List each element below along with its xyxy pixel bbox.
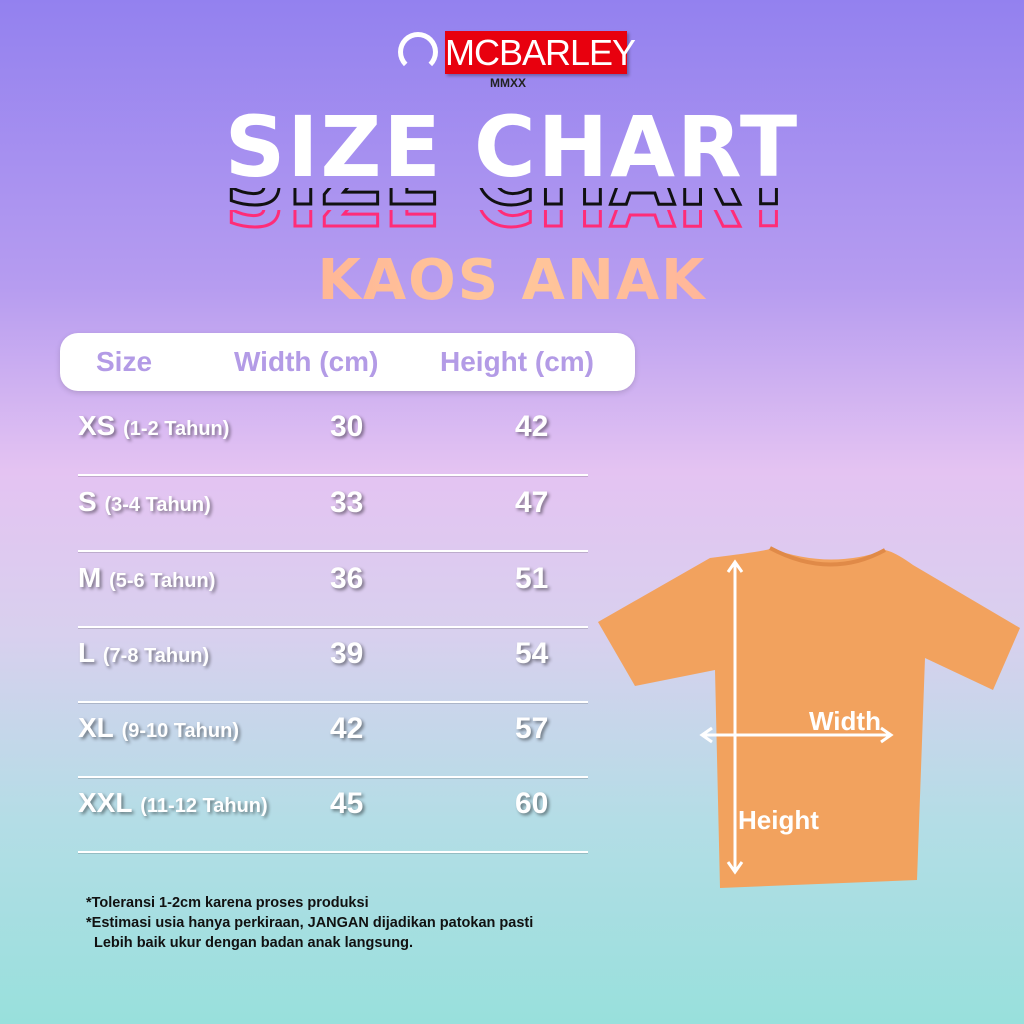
width-arrow-icon [699, 726, 894, 744]
table-row: M (5-6 Tahun) 36 51 [78, 552, 588, 628]
table-row: XXL (11-12 Tahun) 45 60 [78, 777, 588, 853]
brand-name: MCBARLEY [445, 31, 636, 74]
width-label: Width [809, 706, 881, 736]
header-size: Size [96, 346, 153, 377]
page-subtitle: KAOS ANAK [0, 248, 1024, 313]
footnotes: *Toleransi 1-2cm karena proses produksi … [86, 893, 533, 953]
tshirt-icon [598, 548, 1020, 888]
height-cell: 47 [515, 486, 549, 519]
height-cell: 57 [515, 712, 549, 745]
size-cell: L (7-8 Tahun) [78, 637, 210, 668]
height-arrow-icon [726, 559, 744, 875]
width-cell: 42 [330, 712, 364, 745]
height-cell: 54 [515, 637, 549, 670]
size-cell: XXL (11-12 Tahun) [78, 787, 268, 818]
brand-logo-icon [398, 32, 438, 72]
table-row: XS (1-2 Tahun) 30 42 [78, 400, 588, 476]
page-title: SIZE CHART [224, 98, 800, 196]
note-tolerance: *Toleransi 1-2cm karena proses produksi [86, 895, 369, 911]
title-outline-black: SIZE CHART [223, 126, 800, 224]
note-age-estimate: *Estimasi usia hanya perkiraan, JANGAN d… [86, 915, 534, 931]
header-height: Height (cm) [440, 346, 594, 377]
height-cell: 60 [515, 787, 549, 820]
width-cell: 39 [330, 637, 364, 670]
table-row: S (3-4 Tahun) 33 47 [78, 476, 588, 552]
width-cell: 45 [330, 787, 364, 820]
note-measure: Lebih baik ukur dengan badan anak langsu… [94, 935, 414, 951]
brand-subtitle: MMXX [490, 76, 526, 90]
size-cell: XL (9-10 Tahun) [78, 712, 239, 743]
size-cell: XS (1-2 Tahun) [78, 410, 230, 441]
tshirt-diagram [598, 546, 1020, 888]
width-cell: 33 [330, 486, 364, 519]
table-row: XL (9-10 Tahun) 42 57 [78, 702, 588, 778]
title-outline-pink: SIZE CHART [223, 148, 800, 246]
size-cell: M (5-6 Tahun) [78, 562, 216, 593]
height-cell: 42 [515, 410, 549, 443]
width-cell: 30 [330, 410, 364, 443]
width-cell: 36 [330, 562, 364, 595]
table-header: Size Width (cm) Height (cm) [60, 333, 635, 391]
size-cell: S (3-4 Tahun) [78, 486, 211, 517]
table-row: L (7-8 Tahun) 39 54 [78, 627, 588, 703]
height-label: Height [738, 805, 819, 835]
header-width: Width (cm) [234, 346, 379, 377]
height-cell: 51 [515, 562, 549, 595]
